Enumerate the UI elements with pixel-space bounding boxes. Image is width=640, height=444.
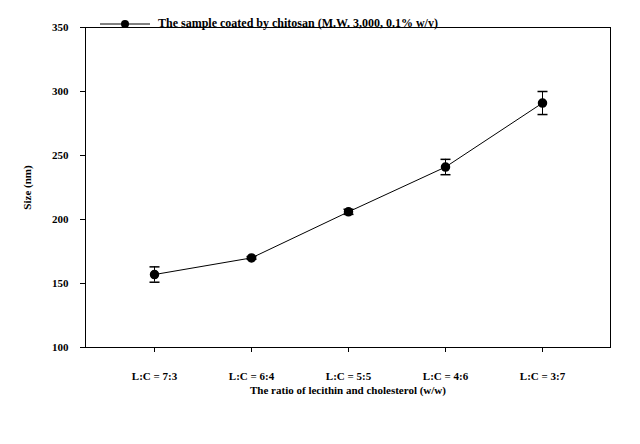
svg-text:L:C = 7:3: L:C = 7:3 [132,370,178,382]
svg-text:Size (nm): Size (nm) [21,165,34,210]
svg-text:350: 350 [52,21,69,33]
svg-text:L:C = 4:6: L:C = 4:6 [423,370,469,382]
svg-text:300: 300 [52,85,69,97]
svg-text:L:C = 5:5: L:C = 5:5 [326,370,372,382]
svg-text:200: 200 [52,213,69,225]
html-text:The sample coated by chitosan: The sample coated by chitosan (M.W. 3,00… [158,16,438,30]
svg-text:100: 100 [52,341,69,353]
svg-text:L:C = 3:7: L:C = 3:7 [520,370,566,382]
svg-text:L:C = 6:4: L:C = 6:4 [229,370,275,382]
svg-text:150: 150 [52,277,69,289]
svg-text:250: 250 [52,149,69,161]
svg-text:The ratio of lecithin and chol: The ratio of lecithin and cholesterol (w… [250,384,446,397]
